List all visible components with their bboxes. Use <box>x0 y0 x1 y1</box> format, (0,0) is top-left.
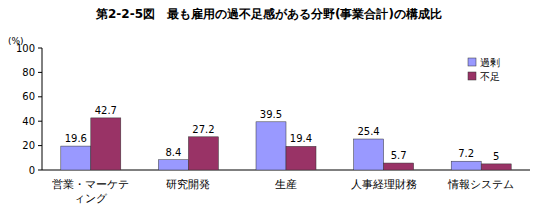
y-tick-label: 80 <box>22 67 35 78</box>
x-tick-label: 研究開発 <box>166 178 210 191</box>
data-label: 42.7 <box>95 105 117 116</box>
legend: 過剰不足 <box>468 57 500 82</box>
y-tick-label: 20 <box>22 140 35 151</box>
data-label: 5.7 <box>391 150 407 161</box>
y-axis <box>42 48 43 170</box>
data-label: 7.2 <box>458 148 474 159</box>
label-line: 生産 <box>275 178 297 191</box>
data-label: 19.6 <box>65 133 87 144</box>
y-tick <box>38 72 42 73</box>
label-line: 研究開発 <box>166 178 210 191</box>
bar <box>354 139 384 170</box>
legend-label: 過剰 <box>480 57 500 68</box>
y-tick-label: 0 <box>29 165 35 176</box>
data-label: 5 <box>493 151 499 162</box>
bar <box>481 164 511 170</box>
x-tick-label: 営業・マーケティング <box>52 178 129 205</box>
bar <box>158 160 188 170</box>
data-label: 25.4 <box>357 126 379 137</box>
y-tick <box>38 170 42 171</box>
data-label: 8.4 <box>165 147 181 158</box>
bar <box>451 161 481 170</box>
y-tick <box>38 145 42 146</box>
y-tick-label: 40 <box>22 116 35 127</box>
y-tick <box>38 48 42 49</box>
bar <box>188 137 218 170</box>
bar <box>384 163 414 170</box>
data-label: 27.2 <box>192 124 214 135</box>
bar <box>61 146 91 170</box>
data-label: 19.4 <box>290 133 312 144</box>
x-tick-label: 人事経理財務 <box>351 178 417 191</box>
legend-swatch <box>468 58 476 66</box>
legend-swatch <box>468 72 476 80</box>
label-line: 情報システム <box>447 178 514 191</box>
y-tick <box>38 96 42 97</box>
label-line: 人事経理財務 <box>351 178 417 191</box>
label-line: ィング <box>74 192 108 205</box>
bar <box>256 122 286 170</box>
y-tick <box>38 121 42 122</box>
bars <box>61 118 511 170</box>
label-line: 営業・マーケテ <box>52 178 129 191</box>
title: 第2-2-5図 最も雇用の過不足感がある分野(事業合計)の構成比 <box>95 7 442 21</box>
data-label: 39.5 <box>260 109 282 120</box>
bar <box>286 146 316 170</box>
legend-label: 不足 <box>480 71 500 82</box>
bar <box>91 118 121 170</box>
y-tick-label: 60 <box>22 91 35 102</box>
x-tick-label: 情報システム <box>447 178 514 191</box>
x-tick-label: 生産 <box>275 178 297 191</box>
y-tick-label: 100 <box>16 43 35 54</box>
